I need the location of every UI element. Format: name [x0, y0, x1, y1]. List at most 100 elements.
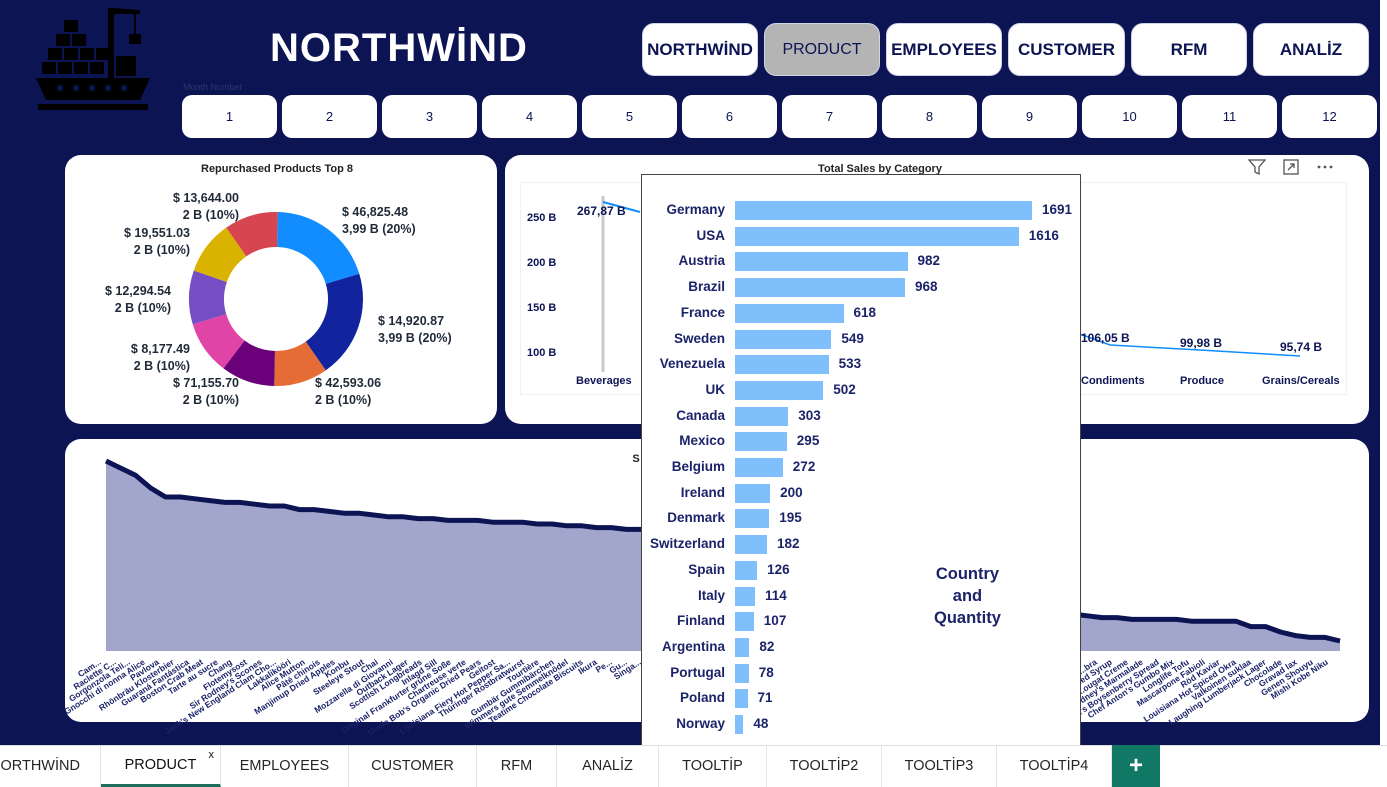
y-tick-100: 100 B — [527, 347, 557, 359]
nav-button-employees[interactable]: EMPLOYEES — [886, 23, 1002, 76]
month-button-8[interactable]: 8 — [882, 95, 977, 138]
y-tick-250: 250 B — [527, 212, 557, 224]
month-button-5[interactable]: 5 — [582, 95, 677, 138]
page-tab-5[interactable]: RFM — [477, 745, 557, 787]
donut-label-count: 2 B (10%) — [182, 208, 239, 222]
nav-button-customer[interactable]: CUSTOMER — [1008, 23, 1125, 76]
more-options-icon[interactable] — [1314, 156, 1336, 178]
country-bar-mexico[interactable] — [735, 432, 787, 452]
donut-label-amount: $ 8,177.49 — [130, 342, 190, 356]
donut-slice-6[interactable] — [189, 270, 227, 325]
month-button-4[interactable]: 4 — [482, 95, 577, 138]
country-bar-venezuela[interactable] — [735, 355, 829, 375]
donut-slice-2[interactable] — [305, 273, 363, 371]
page-tab-4[interactable]: CUSTOMER — [349, 745, 477, 787]
donut-label-7: $ 19,551.03 2 B (10%) — [115, 225, 190, 259]
page-tab-label: TOOLTİP2 — [789, 758, 859, 774]
country-bar-portugal[interactable] — [735, 663, 749, 683]
country-value: 107 — [763, 613, 787, 629]
country-bar-belgium[interactable] — [735, 458, 783, 477]
donut-slice-8[interactable] — [226, 212, 278, 257]
area-chart-title: S — [632, 453, 640, 465]
country-bar-denmark[interactable] — [735, 509, 770, 529]
country-bar-usa[interactable] — [735, 226, 1019, 246]
page-tab-2[interactable]: PRODUCT x — [101, 745, 221, 787]
month-button-3[interactable]: 3 — [382, 95, 477, 138]
country-value: 533 — [838, 356, 862, 372]
country-bar-spain[interactable] — [735, 560, 758, 580]
canvas-edge — [1380, 0, 1387, 745]
donut-slice-3[interactable] — [274, 341, 326, 386]
country-value: 82 — [759, 638, 775, 654]
country-bar-austria[interactable] — [735, 252, 908, 272]
nav-button-analiz[interactable]: ANALİZ — [1253, 23, 1369, 76]
month-button-1[interactable]: 1 — [182, 95, 277, 138]
page-tab-label: PRODUCT — [124, 756, 197, 773]
add-page-button[interactable]: + — [1112, 745, 1160, 787]
nav-button-product[interactable]: PRODUCT — [764, 23, 880, 76]
country-label: Austria — [678, 253, 725, 269]
donut-chart[interactable] — [188, 211, 364, 387]
month-button-6[interactable]: 6 — [682, 95, 777, 138]
tooltip-caption-line3: Quantity — [934, 609, 1001, 627]
country-value: 982 — [917, 253, 941, 269]
country-bar-france[interactable] — [735, 303, 844, 323]
country-bar-poland[interactable] — [735, 689, 748, 709]
country-bar-germany[interactable] — [735, 201, 1032, 220]
focus-mode-icon[interactable] — [1280, 156, 1302, 178]
donut-slice-4[interactable] — [223, 340, 275, 386]
app-title: NORTHWİND — [270, 26, 528, 70]
page-tab-10[interactable]: TOOLTİP4 — [997, 745, 1112, 787]
category-line-left — [602, 201, 641, 213]
page-tab-8[interactable]: TOOLTİP2 — [767, 745, 882, 787]
donut-label-count: 2 B (10%) — [133, 243, 190, 257]
country-bar-sweden[interactable] — [735, 329, 832, 349]
country-bar-norway[interactable] — [735, 715, 744, 734]
donut-label-amount: $ 12,294.54 — [104, 284, 171, 298]
donut-label-count: 2 B (10%) — [315, 393, 372, 407]
month-button-2[interactable]: 2 — [282, 95, 377, 138]
close-tab-icon[interactable]: x — [208, 749, 215, 761]
country-bar-brazil[interactable] — [735, 278, 905, 298]
category-line-chart[interactable] — [520, 182, 1347, 395]
category-chart-title: Total Sales by Category — [818, 163, 942, 175]
country-bar-ireland[interactable] — [735, 483, 771, 503]
page-tab-3[interactable]: EMPLOYEES — [221, 745, 349, 787]
value-label-produce: 99,98 B — [1180, 336, 1223, 350]
country-bar-italy[interactable] — [735, 586, 755, 606]
page-tab-1[interactable]: NORTHWİND — [0, 745, 101, 787]
donut-label-4: $ 71,155.70 2 B (10%) — [165, 375, 239, 409]
country-label: Portugal — [670, 664, 725, 680]
month-button-9[interactable]: 9 — [982, 95, 1077, 138]
donut-slice-1[interactable] — [277, 212, 360, 284]
month-button-11[interactable]: 11 — [1182, 95, 1277, 138]
donut-label-count: 3,99 B (20%) — [378, 331, 452, 345]
country-value: 303 — [798, 407, 821, 423]
filter-icon[interactable] — [1246, 156, 1268, 178]
donut-label-amount: $ 19,551.03 — [123, 226, 190, 240]
country-bar-argentina[interactable] — [735, 637, 750, 657]
nav-button-northwind[interactable]: NORTHWİND — [642, 23, 758, 76]
country-label: France — [680, 304, 725, 320]
country-label: UK — [705, 381, 726, 397]
page-tab-9[interactable]: TOOLTİP3 — [882, 745, 997, 787]
country-bar-switzerland[interactable] — [735, 535, 767, 555]
month-button-12[interactable]: 12 — [1282, 95, 1377, 138]
donut-label-amount: $ 46,825.48 — [342, 205, 409, 219]
month-button-7[interactable]: 7 — [782, 95, 877, 138]
country-bar-canada[interactable] — [735, 406, 789, 426]
donut-slice-5[interactable] — [192, 314, 245, 369]
country-bar-uk[interactable] — [735, 380, 824, 400]
country-value: 182 — [777, 536, 800, 552]
y-tick-200: 200 B — [527, 257, 557, 269]
page-tab-7[interactable]: TOOLTİP — [659, 745, 767, 787]
month-button-10[interactable]: 10 — [1082, 95, 1177, 138]
donut-slice-7[interactable] — [193, 227, 247, 282]
donut-title: Repurchased Products Top 8 — [201, 163, 353, 175]
page-tab-label: TOOLTİP — [682, 758, 743, 774]
page-tab-label: TOOLTİP3 — [904, 758, 974, 774]
nav-button-rfm[interactable]: RFM — [1131, 23, 1247, 76]
country-bar-finland[interactable] — [735, 612, 754, 632]
page-tab-6[interactable]: ANALİZ — [557, 745, 659, 787]
country-label: USA — [696, 227, 725, 243]
